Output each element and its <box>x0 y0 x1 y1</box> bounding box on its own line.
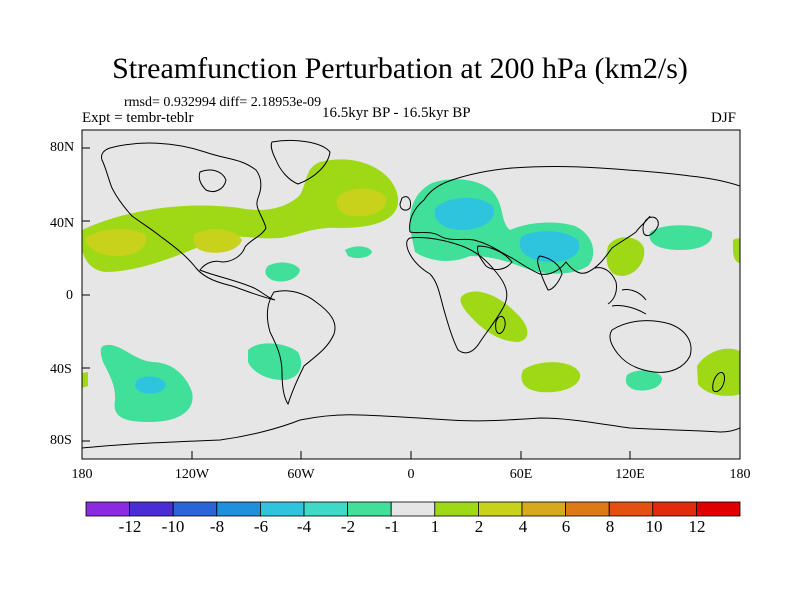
contour-north-pacific-atlantic-positive <box>82 159 399 272</box>
coast-southeast-asia <box>594 267 647 315</box>
contour-north-atlantic-core <box>336 188 387 217</box>
lat-label-40n: 40N <box>50 216 75 231</box>
contour-east-asia-positive <box>606 237 645 276</box>
coast-japan <box>642 216 659 237</box>
coast-greenland <box>270 139 331 185</box>
lon-label-180w: 180 <box>71 467 93 482</box>
colorbar-swatch-12 <box>608 501 654 517</box>
contour-south-america-negative <box>248 343 302 381</box>
colorbar-label-10: 10 <box>645 517 663 536</box>
contour-east-africa-positive <box>460 291 528 342</box>
contour-south-indian-negative <box>625 370 662 391</box>
colorbar-swatch-1 <box>129 501 174 517</box>
lat-label-80s: 80S <box>50 433 72 448</box>
colorbar-label-1: 1 <box>430 517 440 536</box>
coast-europe-asia <box>409 166 740 275</box>
coast-australia <box>609 320 692 373</box>
map-plot-area <box>82 130 740 459</box>
colorbar-swatch-5 <box>303 501 348 517</box>
lat-label-80n: 80N <box>50 140 75 155</box>
coast-north-america <box>101 142 276 301</box>
colorbar-label-2: 2 <box>474 517 484 536</box>
contour-west-atlantic-core <box>193 229 242 253</box>
contour-mid-atlantic-negative <box>345 246 372 259</box>
lon-label-60w: 60W <box>287 467 315 482</box>
colorbar-label-4: 4 <box>518 517 528 536</box>
colorbar-label-neg4: -4 <box>296 517 312 536</box>
coast-british-isles <box>399 196 411 211</box>
lon-label-120w: 120W <box>174 467 210 482</box>
coast-new-zealand <box>712 371 725 393</box>
contour-southwest-pacific-positive <box>697 348 740 396</box>
colorbar-swatch-3 <box>216 501 261 517</box>
map-title: Streamfunction Perturbation at 200 hPa (… <box>112 52 688 85</box>
contour-indian-ocean-positive <box>521 362 581 393</box>
contour-caribbean-negative <box>265 262 300 282</box>
colorbar <box>85 501 741 517</box>
lat-label-40s: 40S <box>50 362 72 377</box>
colorbar-label-neg8: -8 <box>209 517 225 536</box>
experiment-text: Expt = tembr-teblr <box>82 110 194 126</box>
colorbar-swatch-2 <box>172 501 218 517</box>
coast-africa <box>406 237 508 354</box>
colorbar-label-12: 12 <box>688 517 706 536</box>
contour-south-pacific-core-negative <box>135 376 166 394</box>
map-background <box>82 130 740 459</box>
colorbar-swatch-8 <box>434 501 479 517</box>
colorbar-swatch-4 <box>259 501 305 517</box>
period-text: 16.5kyr BP - 16.5kyr BP <box>322 105 471 121</box>
latitude-ticks <box>82 147 90 442</box>
contour-central-asia-core-negative <box>519 231 580 263</box>
colorbar-swatch-6 <box>347 501 392 517</box>
colorbar-swatch-9 <box>477 501 523 517</box>
colorbar-label-8: 8 <box>605 517 615 536</box>
colorbar-label-neg1: -1 <box>384 517 400 536</box>
coast-south-america <box>266 290 336 406</box>
contour-northwest-pacific-negative <box>649 225 713 250</box>
lon-label-180e: 180 <box>729 467 751 482</box>
contour-europe-core-negative <box>434 197 495 230</box>
colorbar-swatch-0 <box>85 501 130 517</box>
lon-label-0: 0 <box>407 467 415 482</box>
colorbar-swatch-13 <box>652 501 697 517</box>
colorbar-swatch-11 <box>565 501 610 517</box>
season-text: DJF <box>711 110 737 126</box>
colorbar-swatch-14 <box>696 501 741 517</box>
coast-arabia <box>477 245 513 270</box>
longitude-ticks <box>81 451 741 459</box>
contour-north-pacific-core <box>85 229 147 256</box>
contour-west-pacific-edge-positive <box>733 238 740 264</box>
lon-label-60e: 60E <box>509 467 533 482</box>
stats-text: rmsd= 0.932994 diff= 2.18953e-09 <box>124 95 322 110</box>
coast-antarctica <box>82 414 740 449</box>
colorbar-label-neg12: -12 <box>118 517 142 536</box>
colorbar-label-neg2: -2 <box>340 517 356 536</box>
colorbar-swatch-10 <box>521 501 566 517</box>
colorbar-label-neg6: -6 <box>253 517 269 536</box>
contour-south-pacific-edge-positive <box>82 372 88 388</box>
coast-madagascar <box>495 315 506 334</box>
coast-hudson-bay <box>198 169 227 193</box>
lon-label-120e: 120E <box>615 467 645 482</box>
coastlines <box>82 139 740 449</box>
colorbar-label-6: 6 <box>561 517 571 536</box>
coast-india <box>537 255 563 291</box>
lat-label-0: 0 <box>66 288 73 303</box>
colorbar-label-neg10: -10 <box>161 517 185 536</box>
colorbar-swatch-7 <box>390 501 436 517</box>
